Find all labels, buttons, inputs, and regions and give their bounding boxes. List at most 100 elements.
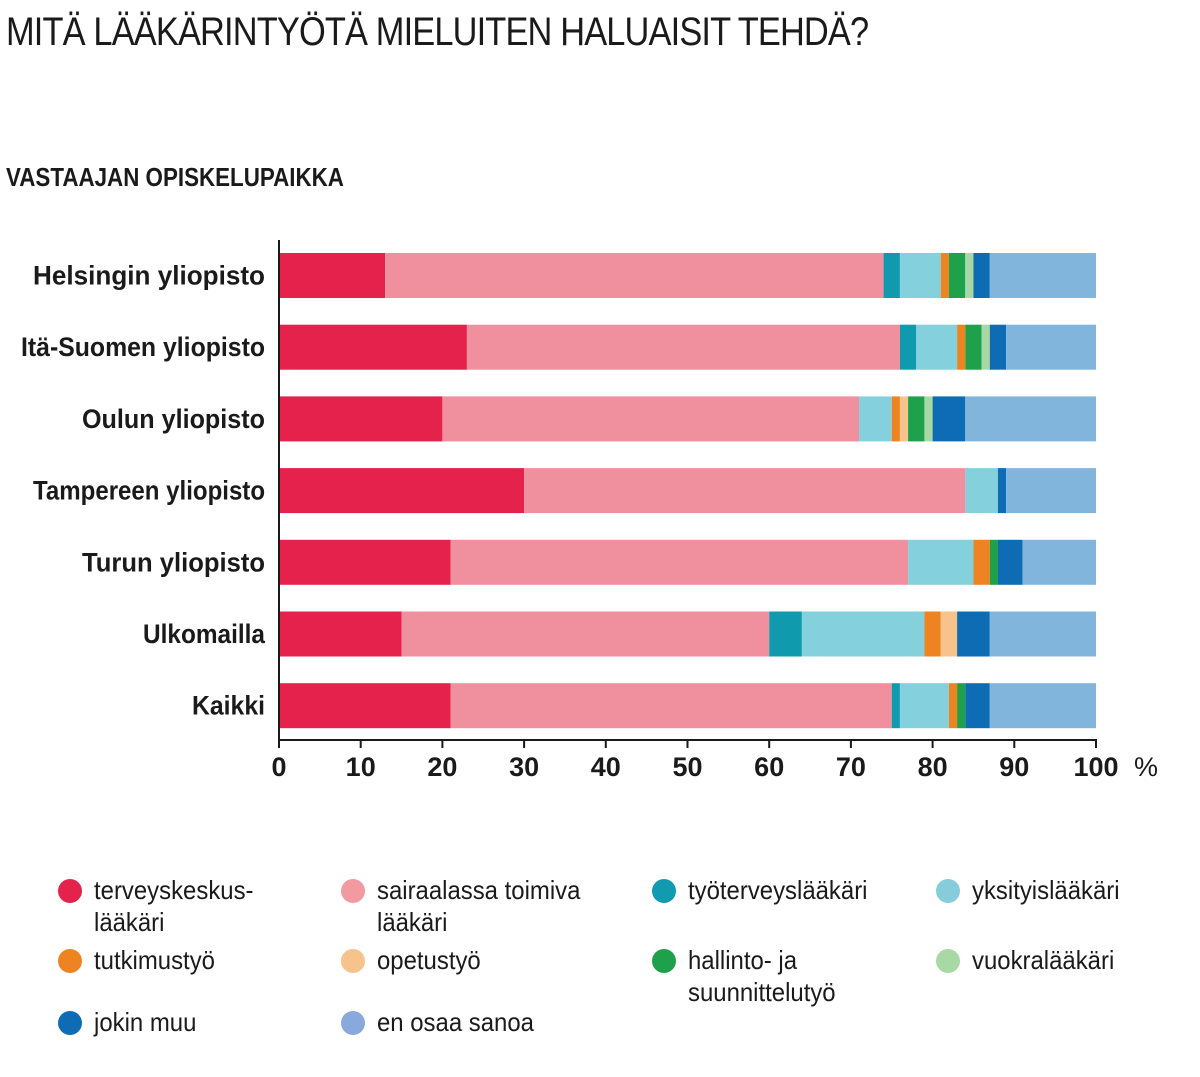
bar-segment-4-3 [908,539,974,585]
bar-segment-1-8 [989,324,1007,370]
bar-segment-2-3 [859,396,892,442]
bar-segment-1-3 [916,324,958,370]
bar-segment-6-6 [957,683,966,729]
legend-swatch-icon [341,949,365,973]
bar-segment-6-4 [948,683,958,729]
x-tick-label-90: 90 [999,752,1029,782]
category-label-1: Itä-Suomen yliopisto [21,332,265,362]
category-label-6: Kaikki [192,691,265,721]
legend-label: jokin muu [94,1007,197,1037]
legend-swatch-icon [341,1011,365,1035]
bar-segment-6-1 [450,683,892,729]
bar-segment-6-8 [965,683,990,729]
bar-segment-4-9 [1022,539,1096,585]
bar-segment-2-8 [932,396,966,442]
bar-segment-0-9 [989,253,1096,298]
bar-segment-0-3 [899,253,941,298]
bar-segment-6-0 [279,683,451,729]
bar-segment-0-6 [948,253,966,298]
bar-segment-0-8 [973,253,990,298]
category-label-4: Turun yliopisto [82,547,265,577]
bar-segment-2-0 [279,396,443,442]
bar-segment-4-4 [973,539,990,585]
legend-label: en osaa sanoa [377,1007,534,1037]
bar-segment-1-7 [981,324,990,370]
chart-title: MITÄ LÄÄKÄRINTYÖTÄ MIELUITEN HALUAISIT T… [6,10,869,54]
x-tick-label-60: 60 [754,752,784,782]
bar-segment-5-3 [801,611,925,657]
bar-segment-1-6 [965,324,982,370]
x-tick-label-50: 50 [672,752,702,782]
x-tick-label-80: 80 [918,752,948,782]
legend-swatch-icon [936,949,960,973]
bar-segment-2-7 [924,396,933,442]
legend-swatch-icon [652,949,676,973]
chart-subtitle: VASTAAJAN OPISKELUPAIKKA [6,162,344,192]
legend-item-8: jokin muu [58,1006,338,1038]
x-tick-label-10: 10 [346,752,376,782]
bar-segment-2-1 [442,396,860,442]
bar-segment-6-2 [891,683,900,729]
legend-label: terveyskeskus- lääkäri [94,875,254,937]
legend-label: hallinto- ja suunnittelutyö [688,945,836,1007]
x-tick-label-30: 30 [509,752,539,782]
x-tick-label-20: 20 [427,752,457,782]
legend-item-0: terveyskeskus- lääkäri [58,874,338,938]
bar-segment-3-1 [524,468,966,514]
bar-segment-1-4 [957,324,966,370]
legend-label: tutkimustyö [94,945,215,975]
bar-segment-2-4 [891,396,900,442]
bar-segment-1-1 [466,324,900,370]
legend-swatch-icon [58,879,82,903]
bar-segment-1-0 [279,324,467,370]
bar-segment-1-9 [1006,324,1096,370]
bar-segment-4-0 [279,539,451,585]
bar-segment-0-2 [883,253,900,298]
bar-segment-1-2 [899,324,917,370]
bar-segment-6-9 [989,683,1096,729]
legend-swatch-icon [652,879,676,903]
legend-label: yksityislääkäri [972,875,1120,905]
bar-segment-0-1 [385,253,884,298]
bar-segment-5-1 [401,611,770,657]
legend-item-7: vuokralääkäri [936,944,1200,976]
bar-segment-5-2 [769,611,802,657]
legend-item-9: en osaa sanoa [341,1006,621,1038]
stacked-bar-chart: Helsingin yliopisto Itä-Suomen yliopisto O… [21,240,1158,782]
bar-segment-4-8 [997,539,1023,585]
legend-item-2: työterveyslääkäri [652,874,932,906]
bar-segment-3-0 [279,468,525,514]
category-label-5: Ulkomailla [143,619,266,649]
bar-segment-5-4 [924,611,941,657]
bar-segment-4-6 [989,539,998,585]
bar-segment-4-1 [450,539,909,585]
legend-item-1: sairaalassa toimiva lääkäri [341,874,621,938]
chart-legend: terveyskeskus- lääkäri sairaalassa toimiv… [58,874,1198,1064]
bar-segment-5-9 [989,611,1096,657]
legend-item-4: tutkimustyö [58,944,338,976]
bar-segment-5-8 [957,611,990,657]
bar-segment-0-7 [965,253,974,298]
legend-label: sairaalassa toimiva lääkäri [377,875,581,937]
legend-label: työterveyslääkäri [688,875,868,905]
bar-segment-0-0 [279,253,386,298]
legend-item-5: opetustyö [341,944,621,976]
bar-segment-3-8 [997,468,1007,514]
legend-label: opetustyö [377,945,481,975]
legend-item-3: yksityislääkäri [936,874,1200,906]
bar-segment-5-0 [279,611,402,657]
x-tick-label-70: 70 [836,752,866,782]
bar-segment-5-5 [940,611,958,657]
legend-label: vuokralääkäri [972,945,1115,975]
bar-segment-0-4 [940,253,949,298]
bar-segment-2-6 [908,396,925,442]
category-label-0: Helsingin yliopisto [33,261,265,291]
bar-segment-3-3 [965,468,998,514]
x-unit-label: % [1134,752,1158,782]
legend-swatch-icon [58,949,82,973]
legend-swatch-icon [341,879,365,903]
bar-segment-2-9 [965,396,1096,442]
legend-item-6: hallinto- ja suunnittelutyö [652,944,932,1008]
bar-segment-2-5 [899,396,909,442]
legend-swatch-icon [936,879,960,903]
